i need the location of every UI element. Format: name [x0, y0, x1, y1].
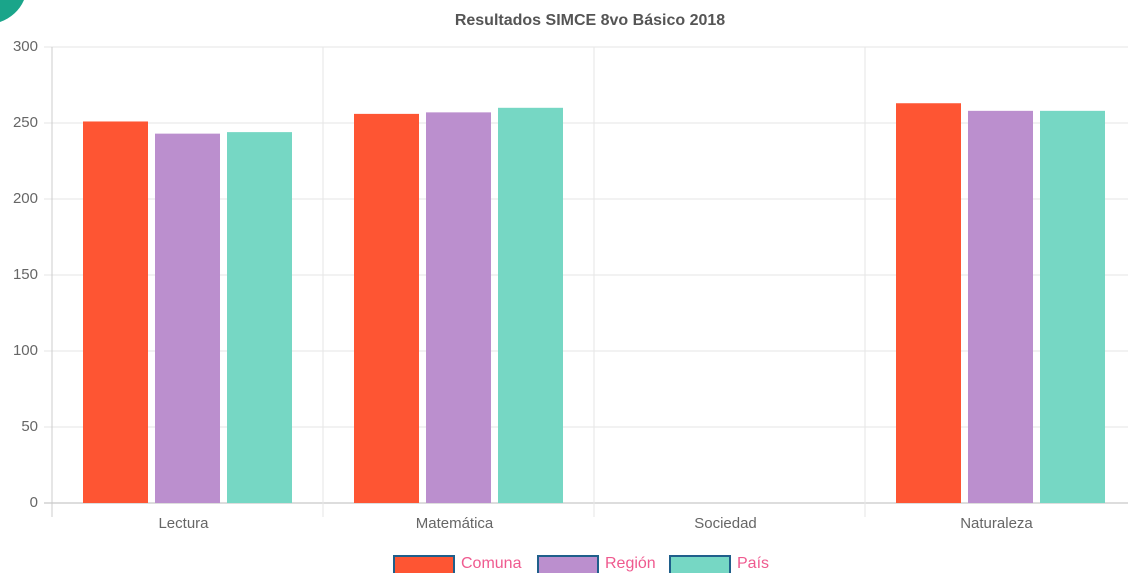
legend-swatch: [393, 555, 455, 573]
x-tick-label: Lectura: [158, 515, 209, 532]
bar: [83, 121, 148, 503]
legend-label: País: [737, 555, 769, 572]
y-tick-label: 250: [13, 114, 38, 131]
chart-title: Resultados SIMCE 8vo Básico 2018: [455, 12, 725, 29]
legend-swatch: [669, 555, 731, 573]
x-tick-label: Sociedad: [694, 515, 757, 532]
bar: [426, 112, 491, 504]
bar: [155, 133, 220, 503]
y-tick-label: 150: [13, 266, 38, 283]
corner-decoration: [0, 0, 24, 22]
y-tick-label: 0: [30, 494, 38, 511]
legend-label: Comuna: [461, 555, 522, 572]
bar: [1040, 110, 1105, 503]
bar: [227, 132, 292, 503]
legend-label: Región: [605, 555, 656, 572]
y-tick-label: 200: [13, 190, 38, 207]
y-tick-label: 300: [13, 38, 38, 55]
bar: [968, 110, 1033, 503]
bar: [896, 103, 961, 504]
legend-swatch: [537, 555, 599, 573]
y-tick-label: 50: [21, 418, 38, 435]
bar: [498, 107, 563, 504]
x-tick-label: Naturaleza: [960, 515, 1033, 532]
bar: [354, 113, 419, 503]
y-tick-label: 100: [13, 342, 38, 359]
x-tick-label: Matemática: [416, 515, 494, 532]
